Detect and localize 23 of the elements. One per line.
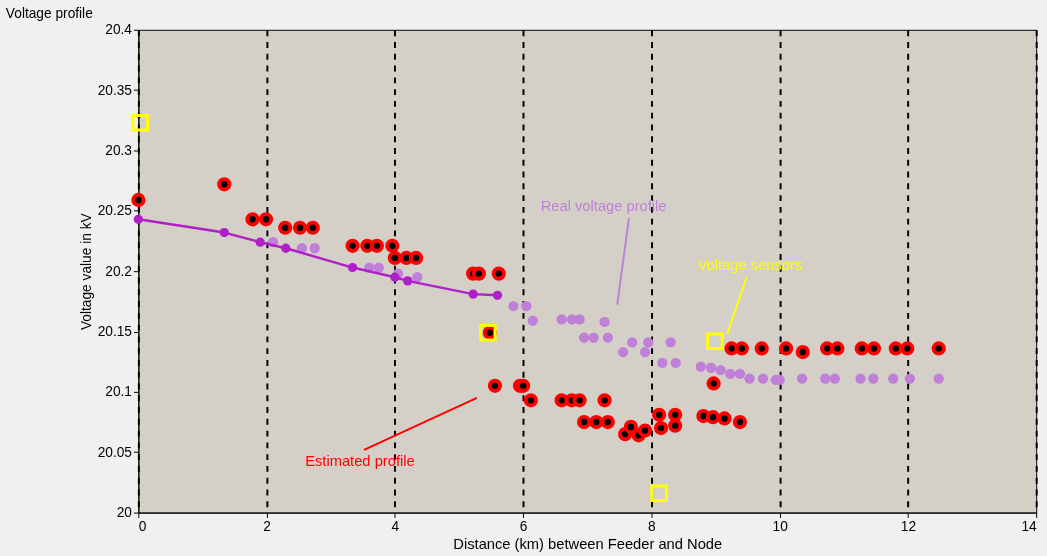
- y-axis-title: Voltage value in kV: [78, 212, 94, 331]
- text: Voltage sensors: [697, 257, 803, 274]
- x-tick-label: 0: [138, 518, 147, 534]
- y-tick-label: 20.1: [105, 384, 132, 400]
- x-tick-label: 2: [263, 518, 271, 534]
- y-tick-label: 20.25: [97, 203, 133, 219]
- x-axis-title: Distance (km) between Feeder and Node: [453, 536, 723, 553]
- text: Estimated profile: [305, 453, 415, 470]
- y-tick-label: 20.35: [97, 82, 133, 98]
- y-tick-label: 20.2: [105, 263, 132, 279]
- x-tick-label: 14: [1021, 518, 1038, 534]
- y-tick-label: 20.15: [97, 323, 133, 339]
- x-tick-label: 4: [391, 518, 400, 534]
- x-tick-label: 8: [648, 518, 657, 534]
- y-tick-label: 20.4: [105, 22, 133, 38]
- y-tick-label: 20: [116, 504, 133, 520]
- chart-title: Voltage profile: [5, 6, 94, 22]
- y-tick-label: 20.05: [97, 444, 133, 460]
- x-tick-label: 10: [772, 518, 789, 534]
- x-tick-label: 12: [900, 518, 917, 534]
- x-tick-label: 6: [519, 518, 528, 534]
- text: Real voltage profile: [540, 198, 667, 215]
- y-tick-label: 20.3: [105, 142, 133, 158]
